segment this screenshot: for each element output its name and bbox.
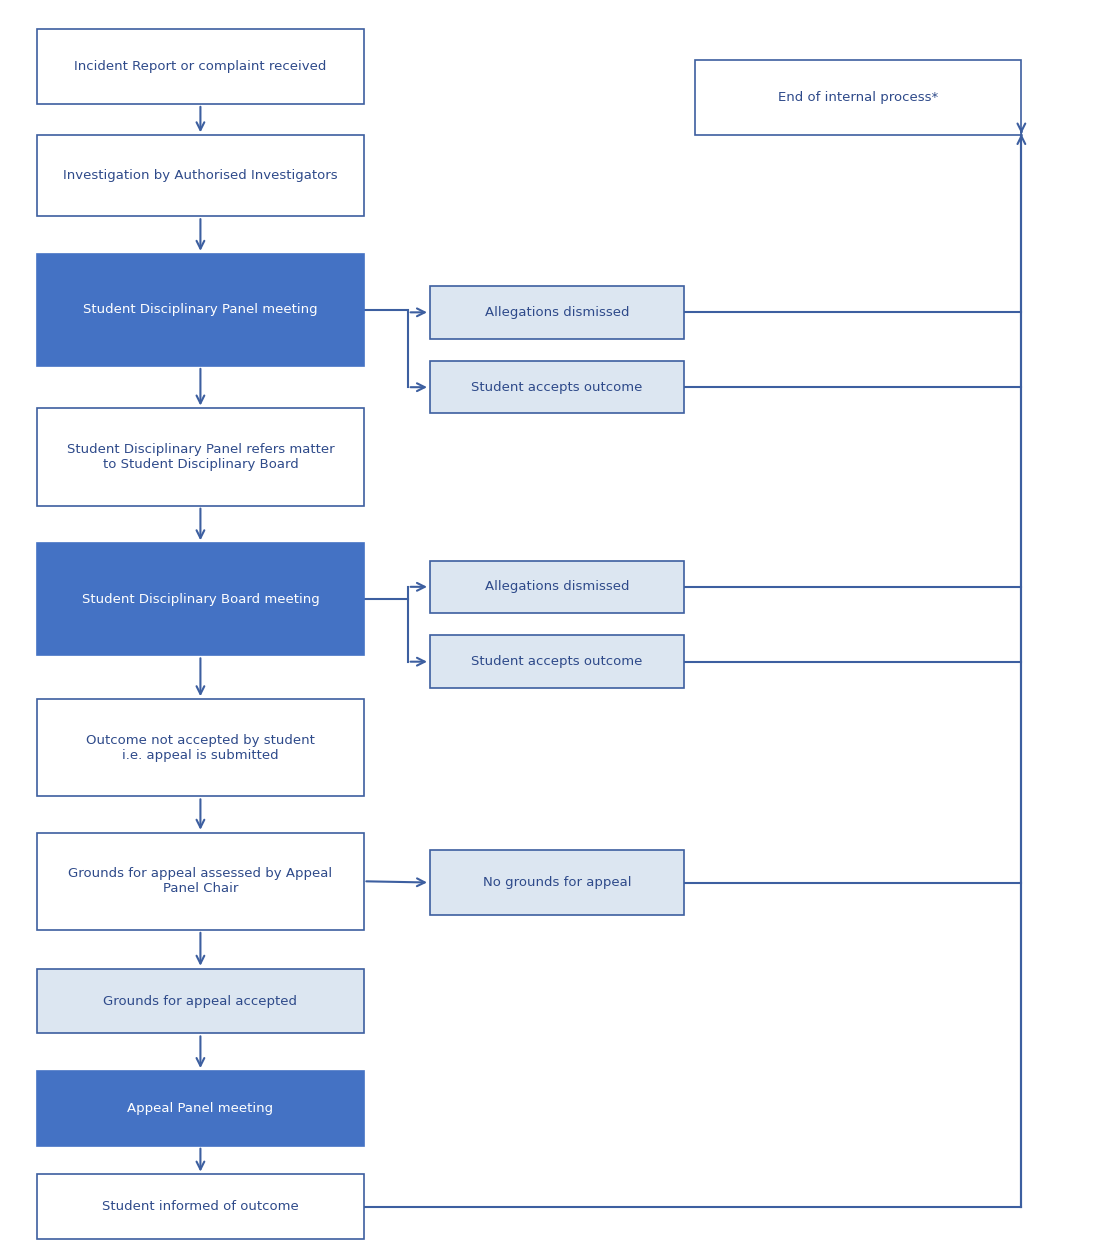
Text: Investigation by Authorised Investigators: Investigation by Authorised Investigator… [63, 170, 338, 182]
FancyBboxPatch shape [38, 968, 363, 1034]
FancyBboxPatch shape [38, 543, 363, 656]
FancyBboxPatch shape [695, 60, 1022, 136]
Text: Outcome not accepted by student
i.e. appeal is submitted: Outcome not accepted by student i.e. app… [86, 734, 315, 762]
Text: Student Disciplinary Panel refers matter
to Student Disciplinary Board: Student Disciplinary Panel refers matter… [67, 443, 334, 471]
FancyBboxPatch shape [430, 360, 684, 413]
Text: End of internal process*: End of internal process* [779, 92, 938, 104]
Text: Student accepts outcome: Student accepts outcome [471, 656, 643, 668]
FancyBboxPatch shape [38, 833, 363, 929]
Text: Student Disciplinary Board meeting: Student Disciplinary Board meeting [81, 593, 320, 605]
Text: Allegations dismissed: Allegations dismissed [485, 306, 629, 319]
FancyBboxPatch shape [38, 1071, 363, 1145]
FancyBboxPatch shape [38, 136, 363, 216]
Text: Student accepts outcome: Student accepts outcome [471, 381, 643, 393]
Text: Appeal Panel meeting: Appeal Panel meeting [127, 1102, 273, 1115]
Text: No grounds for appeal: No grounds for appeal [482, 875, 632, 889]
FancyBboxPatch shape [38, 254, 363, 365]
Text: Grounds for appeal assessed by Appeal
Panel Chair: Grounds for appeal assessed by Appeal Pa… [68, 868, 332, 896]
Text: Allegations dismissed: Allegations dismissed [485, 580, 629, 593]
FancyBboxPatch shape [38, 29, 363, 104]
FancyBboxPatch shape [430, 286, 684, 339]
FancyBboxPatch shape [38, 700, 363, 796]
Text: Incident Report or complaint received: Incident Report or complaint received [75, 60, 326, 73]
FancyBboxPatch shape [430, 560, 684, 613]
FancyBboxPatch shape [430, 850, 684, 914]
Text: Grounds for appeal accepted: Grounds for appeal accepted [104, 995, 297, 1007]
FancyBboxPatch shape [38, 1174, 363, 1240]
FancyBboxPatch shape [38, 408, 363, 506]
Text: Student Disciplinary Panel meeting: Student Disciplinary Panel meeting [84, 304, 317, 317]
FancyBboxPatch shape [430, 636, 684, 688]
Text: Student informed of outcome: Student informed of outcome [102, 1201, 299, 1213]
